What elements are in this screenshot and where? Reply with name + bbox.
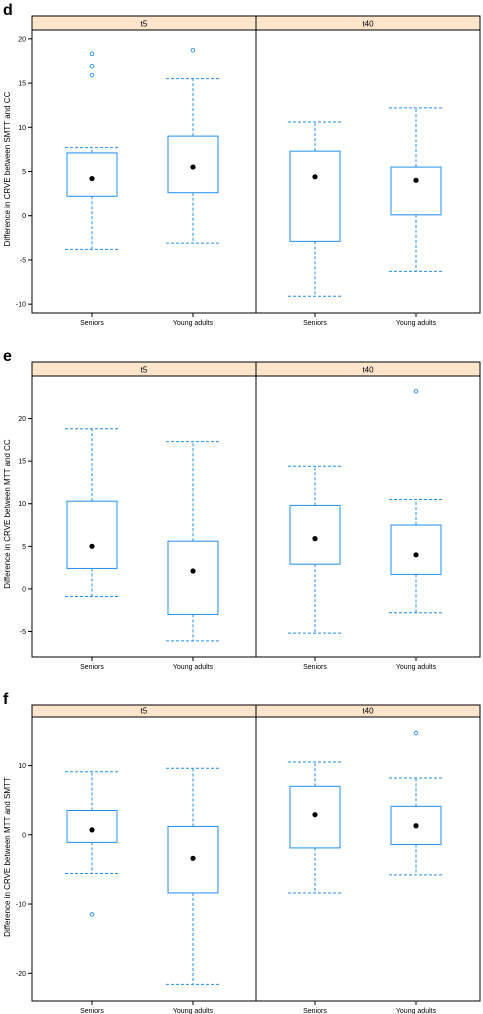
iqr-box <box>167 135 219 194</box>
median-dot <box>413 552 419 558</box>
outlier-point <box>413 389 419 394</box>
median-dot <box>190 164 196 170</box>
y-tick-label: 0 <box>22 213 26 220</box>
iqr-box <box>167 540 219 615</box>
box-t5-seniors <box>65 771 119 917</box>
y-tick-label: 0 <box>22 832 26 839</box>
panel-label-e: e <box>3 348 12 365</box>
box-t40-young-adults <box>389 107 443 272</box>
y-tick-label: -5 <box>20 257 26 264</box>
median-dot <box>190 855 196 861</box>
x-tick-label: Seniors <box>80 664 104 671</box>
x-tick-label: Young adults <box>173 1008 214 1014</box>
strip-label-t5: t5 <box>141 707 148 716</box>
iqr-box <box>289 150 341 242</box>
median-dot <box>89 827 95 833</box>
x-tick-label: Seniors <box>303 664 327 671</box>
x-tick-label: Young adults <box>396 664 437 671</box>
median-dot <box>190 568 196 574</box>
iqr-box <box>66 152 118 197</box>
y-tick-label: -10 <box>16 302 26 309</box>
panel-label-f: f <box>3 691 9 708</box>
box-t5-seniors <box>65 51 119 250</box>
y-axis-title: Difference in CRVE between SMTT and CC <box>3 91 12 246</box>
iqr-box <box>66 810 118 843</box>
box-t40-seniors <box>288 761 342 894</box>
iqr-box <box>66 500 118 569</box>
x-tick-label: Seniors <box>80 1008 104 1014</box>
box-t40-young-adults <box>389 730 443 876</box>
y-tick-label: -10 <box>16 902 26 909</box>
y-tick-label: 15 <box>18 459 26 466</box>
outlier-point <box>89 912 95 917</box>
x-tick-label: Young adults <box>396 320 437 327</box>
outlier-point <box>190 48 196 53</box>
x-tick-label: Seniors <box>303 320 327 327</box>
y-tick-label: 5 <box>22 544 26 551</box>
median-dot <box>413 177 419 183</box>
y-axis-title: Difference in CRVE between MTT and CC <box>3 439 12 589</box>
y-tick-label: -5 <box>20 629 26 636</box>
median-dot <box>413 823 419 829</box>
x-tick-label: Young adults <box>173 664 214 671</box>
box-t5-young-adults <box>166 48 220 244</box>
median-dot <box>312 536 318 542</box>
box-t40-seniors <box>288 465 342 634</box>
panel-label-d: d <box>3 2 13 19</box>
iqr-box <box>390 524 442 575</box>
box-t5-young-adults <box>166 441 220 642</box>
iqr-box <box>289 504 341 565</box>
median-dot <box>312 812 318 818</box>
strip-label-t40: t40 <box>362 20 374 29</box>
strip-label-t5: t5 <box>141 20 148 29</box>
y-axis-title: Difference in CRVE between MTT and SMTT <box>3 777 12 937</box>
y-tick-label: 15 <box>18 81 26 88</box>
outlier-point <box>89 72 95 78</box>
y-tick-label: -20 <box>16 971 26 978</box>
box-t5-seniors <box>65 428 119 598</box>
y-tick-label: 20 <box>18 36 26 43</box>
outlier-point <box>89 64 95 69</box>
x-tick-label: Young adults <box>173 320 214 327</box>
outlier-point <box>413 730 419 736</box>
y-tick-label: 10 <box>18 501 26 508</box>
outlier-point <box>89 51 95 57</box>
median-dot <box>89 175 95 182</box>
box-t40-young-adults <box>389 389 443 614</box>
y-tick-label: 10 <box>18 125 26 132</box>
x-tick-label: Seniors <box>80 320 104 327</box>
strip-label-t5: t5 <box>141 366 148 375</box>
box-t5-young-adults <box>166 767 220 985</box>
strip-label-t40: t40 <box>362 707 374 716</box>
y-tick-label: 20 <box>18 416 26 423</box>
box-t40-seniors <box>288 121 342 297</box>
x-tick-label: Seniors <box>303 1008 327 1014</box>
y-tick-label: 0 <box>22 586 26 593</box>
x-tick-label: Young adults <box>396 1008 437 1014</box>
y-tick-label: 10 <box>18 763 26 770</box>
iqr-box <box>390 166 442 216</box>
y-tick-label: 5 <box>22 169 26 176</box>
median-dot <box>312 174 318 180</box>
median-dot <box>89 543 95 549</box>
strip-label-t40: t40 <box>362 366 374 375</box>
